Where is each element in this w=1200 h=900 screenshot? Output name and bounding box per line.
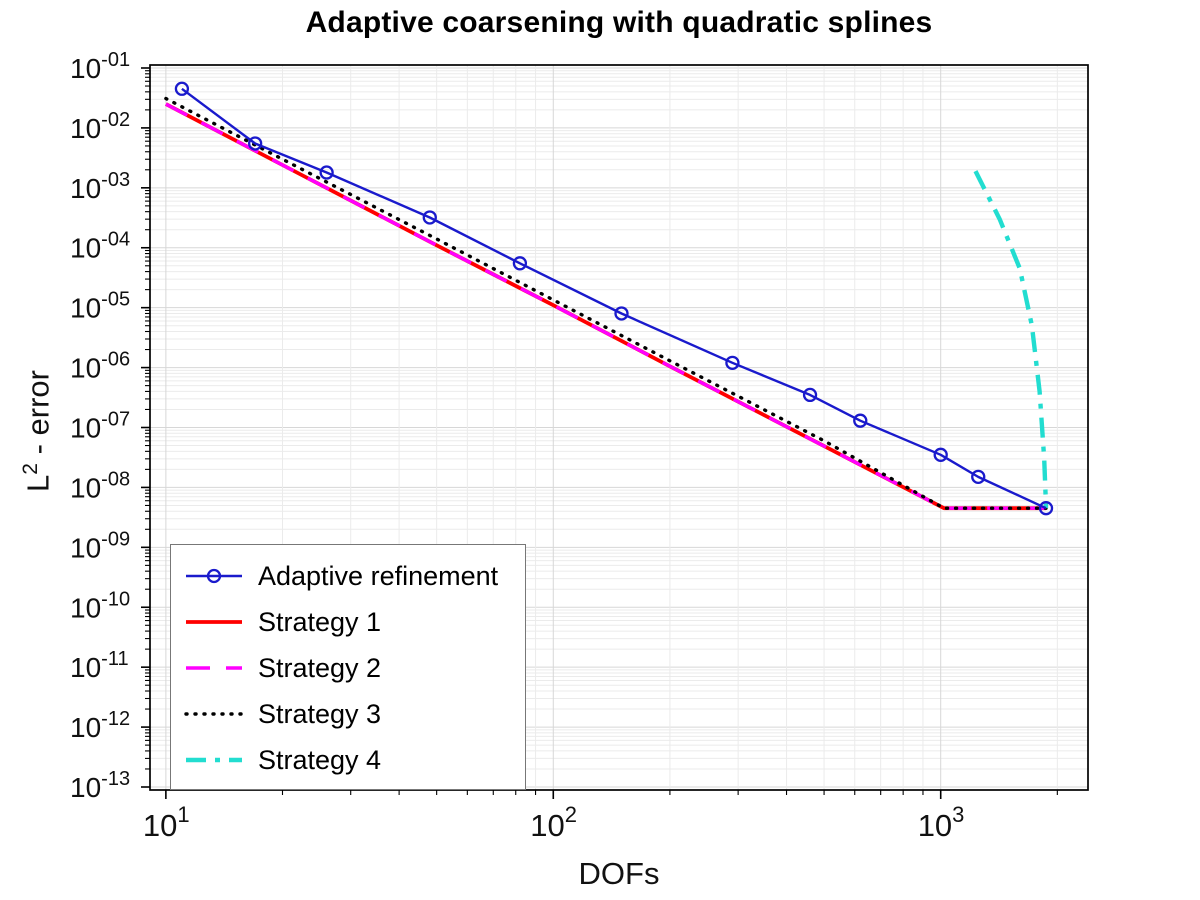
chart-title: Adaptive coarsening with quadratic splin… — [305, 6, 933, 39]
legend-item: Strategy 2 — [183, 645, 525, 691]
y-axis-label: L2 - error — [19, 281, 57, 581]
legend-label: Strategy 3 — [258, 698, 382, 729]
y-axis-label-rest: - error — [20, 370, 56, 464]
legend-label: Strategy 2 — [258, 652, 382, 683]
legend-label: Strategy 1 — [258, 606, 382, 637]
legend-line-sample — [186, 757, 242, 763]
legend-label: Strategy 4 — [258, 744, 382, 775]
svg-text:10-13: 10-13 — [70, 768, 130, 803]
y-axis-label-sup: 2 — [19, 463, 42, 475]
svg-text:10-07: 10-07 — [70, 409, 130, 444]
legend-item: Strategy 4 — [183, 737, 525, 783]
svg-text:10-06: 10-06 — [70, 349, 130, 384]
legend-item: Adaptive refinement — [183, 553, 525, 599]
svg-text:10-01: 10-01 — [70, 49, 130, 84]
svg-text:10-08: 10-08 — [70, 468, 130, 503]
y-axis-label-base: L — [20, 474, 56, 492]
legend-item: Strategy 1 — [183, 599, 525, 645]
legend: Adaptive refinement Strategy 1 Strategy 2 S… — [170, 544, 526, 790]
svg-text:10-04: 10-04 — [70, 229, 130, 264]
svg-text:10-02: 10-02 — [70, 109, 130, 144]
legend-marker-icon — [206, 568, 222, 584]
legend-line-sample — [186, 568, 242, 584]
legend-entries: Adaptive refinement Strategy 1 Strategy 2 S… — [183, 553, 525, 783]
svg-text:10-03: 10-03 — [70, 169, 130, 204]
x-axis-label: DOFs — [578, 856, 660, 891]
svg-text:10-09: 10-09 — [70, 528, 130, 563]
svg-text:10-10: 10-10 — [70, 588, 130, 623]
svg-text:102: 102 — [530, 802, 577, 843]
legend-label: Adaptive refinement — [258, 560, 499, 591]
svg-text:10-11: 10-11 — [70, 648, 129, 683]
legend-line-sample — [186, 666, 242, 670]
legend-item: Strategy 3 — [183, 691, 525, 737]
svg-text:103: 103 — [918, 802, 965, 843]
svg-text:10-12: 10-12 — [70, 708, 130, 743]
legend-line-sample — [186, 620, 242, 624]
svg-text:10-05: 10-05 — [70, 289, 130, 324]
svg-text:101: 101 — [143, 802, 190, 843]
legend-line-sample — [184, 712, 244, 716]
